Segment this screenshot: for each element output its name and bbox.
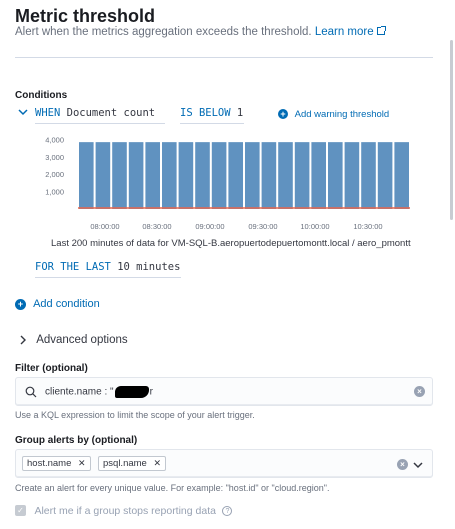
chart-bar (128, 142, 144, 209)
chip-close-icon[interactable]: ✕ (153, 458, 162, 468)
add-condition-button[interactable]: + Add condition (15, 298, 100, 310)
search-icon (25, 386, 37, 398)
group-by-label: Group alerts by (optional) (15, 435, 138, 446)
x-tick-label: 09:30:00 (248, 222, 277, 231)
chart-bar (195, 142, 210, 209)
page-subtitle: Alert when the metrics aggregation excee… (15, 26, 386, 38)
divider (15, 57, 433, 58)
x-tick-label: 09:00:00 (195, 222, 224, 231)
learn-more-link[interactable]: Learn more (315, 26, 386, 38)
conditions-label: Conditions (15, 90, 68, 101)
y-tick-label: 1,000 (45, 188, 64, 197)
for-the-last-expression[interactable]: FOR THE LAST 10 minutes (35, 261, 181, 278)
chart-bar (344, 142, 360, 209)
group-chip: host.name ✕ (22, 456, 91, 471)
chip-close-icon[interactable]: ✕ (78, 458, 86, 468)
check-icon: ✓ (15, 505, 26, 517)
question-icon[interactable]: ? (222, 505, 233, 516)
filter-help: Use a KQL expression to limit the scope … (15, 410, 255, 420)
x-tick-label: 10:30:00 (353, 222, 382, 231)
x-tick-label: 10:00:00 (300, 222, 329, 231)
chart-bar (394, 142, 409, 209)
chart-bar (278, 142, 293, 209)
chevron-down-icon[interactable] (413, 460, 423, 470)
plus-circle-icon: + (15, 298, 26, 310)
clear-icon[interactable]: × (414, 386, 425, 397)
page-title: Metric threshold (15, 6, 156, 26)
subtitle-text: Alert when the metrics aggregation excee… (15, 26, 312, 38)
y-tick-label: 4,000 (45, 135, 64, 144)
x-tick-label: 08:00:00 (90, 222, 119, 231)
chart-bar (261, 142, 277, 209)
clear-icon[interactable]: × (397, 459, 408, 470)
group-chip: psql.name ✕ (98, 456, 167, 471)
threshold-expression[interactable]: IS BELOW 1 (180, 107, 244, 124)
external-link-icon (376, 26, 386, 35)
add-warning-threshold-button[interactable]: + Add warning threshold (278, 109, 389, 120)
scrollbar[interactable] (450, 40, 453, 220)
window-value: 10 minutes (117, 261, 181, 273)
aggregation-value: Document count (66, 107, 156, 119)
chevron-right-icon (20, 335, 26, 345)
chart-bar (294, 142, 310, 209)
chart-caption: Last 200 minutes of data for VM-SQL-B.ae… (51, 238, 411, 249)
chevron-down-icon[interactable] (18, 107, 28, 120)
chart-bar (328, 142, 343, 209)
advanced-options-toggle[interactable]: Advanced options (19, 334, 128, 346)
chart-bar (178, 142, 194, 209)
redaction-mark (114, 386, 149, 398)
comparator-value: IS BELOW (180, 107, 231, 119)
when-keyword: WHEN (35, 107, 61, 119)
chart-bar (311, 142, 326, 209)
threshold-value: 1 (236, 107, 244, 119)
filter-input[interactable]: cliente.name : " r × (15, 377, 433, 406)
group-by-help: Create an alert for every unique value. … (15, 483, 330, 493)
x-tick-label: 08:30:00 (142, 222, 171, 231)
threshold-chart: 4,000 3,000 2,000 1,000 08:00:00 08:30:00 09:0… (45, 135, 410, 231)
chart-bar (211, 142, 227, 209)
filter-label: Filter (optional) (15, 363, 88, 374)
chart-bar (245, 142, 260, 209)
chart-bar (145, 142, 160, 209)
chart-bar (228, 142, 243, 209)
chart-bar (95, 142, 111, 209)
chart-bar (112, 142, 127, 209)
y-tick-label: 2,000 (45, 170, 64, 179)
chart-bar (79, 142, 94, 209)
plus-circle-icon: + (278, 109, 288, 120)
when-expression[interactable]: WHEN Document count (35, 107, 165, 124)
filter-value: cliente.name : " r (45, 386, 153, 398)
chart-bar (377, 142, 393, 209)
chart-bar (361, 142, 376, 209)
chart-bar (162, 142, 177, 209)
alert-missing-checkbox[interactable]: ✓ Alert me if a group stops reporting da… (15, 502, 233, 520)
for-the-last-keyword: FOR THE LAST (35, 261, 111, 273)
y-tick-label: 3,000 (45, 153, 64, 162)
group-by-combobox[interactable]: host.name ✕ psql.name ✕ × (15, 449, 433, 478)
